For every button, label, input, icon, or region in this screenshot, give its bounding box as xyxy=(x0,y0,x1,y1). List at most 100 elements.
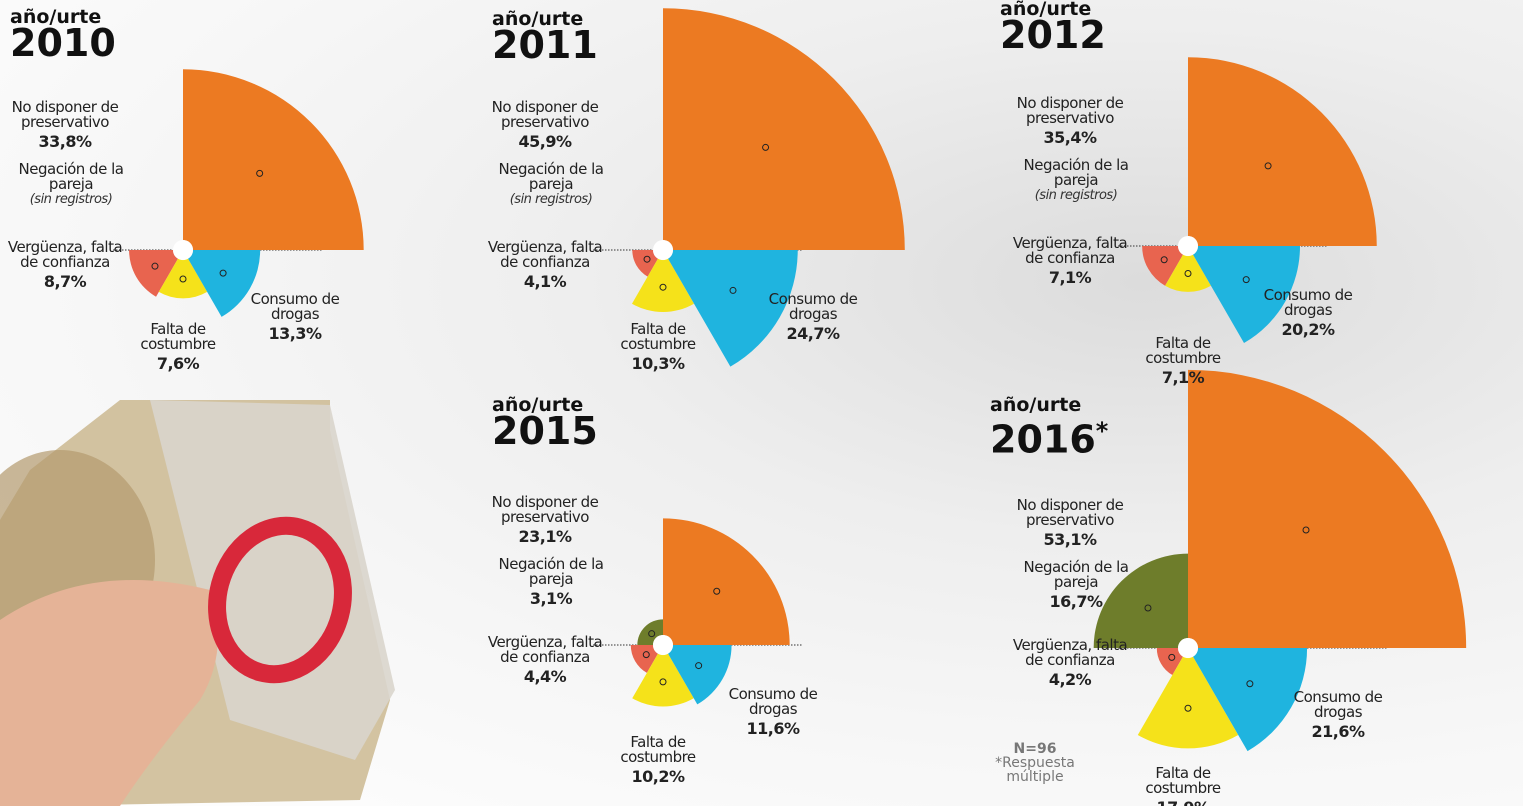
category-label: Consumo de drogas 20,2% xyxy=(1246,288,1371,337)
value-label: 3,1% xyxy=(489,591,614,606)
category-label: Negación de la pareja(sin registros) xyxy=(1014,158,1139,203)
sector xyxy=(1188,57,1377,246)
center-hole xyxy=(1178,638,1198,658)
chart-heading: año/urte2011 xyxy=(492,10,598,62)
category-label: No disponer de preservativo 53,1% xyxy=(1008,498,1133,547)
chart-year: 2012 xyxy=(1000,18,1106,52)
value-label: 7,6% xyxy=(116,356,241,371)
chart-year: 2016* xyxy=(990,414,1108,457)
category-name: Consumo de drogas xyxy=(751,292,876,322)
category-label: Vergüenza, falta de confianza 4,4% xyxy=(483,635,608,684)
category-name: Falta de costumbre xyxy=(596,735,721,765)
category-label: Consumo de drogas 21,6% xyxy=(1276,690,1401,739)
category-name: Negación de la pareja xyxy=(1014,158,1139,188)
value-label: 45,9% xyxy=(483,134,608,149)
category-label: Negación de la pareja3,1% xyxy=(489,557,614,606)
value-label: 4,1% xyxy=(483,274,608,289)
value-label: 13,3% xyxy=(233,326,358,341)
value-label: 21,6% xyxy=(1276,724,1401,739)
category-label: Negación de la pareja 16,7% xyxy=(1014,560,1139,609)
year-mark: * xyxy=(1096,417,1109,445)
value-label: 33,8% xyxy=(3,134,128,149)
photo xyxy=(0,400,395,806)
category-name: No disponer de preservativo xyxy=(1008,498,1133,528)
category-name: No disponer de preservativo xyxy=(3,100,128,130)
value-label: 20,2% xyxy=(1246,322,1371,337)
value-label: 16,7% xyxy=(1014,594,1139,609)
category-label: Vergüenza, falta de confianza 4,1% xyxy=(483,240,608,289)
category-label: Negación de la pareja(sin registros) xyxy=(489,162,614,207)
center-hole xyxy=(653,240,673,260)
category-label: Falta de costumbre 7,1% xyxy=(1121,336,1246,385)
value-label: 10,3% xyxy=(596,356,721,371)
chart-title: año/urte xyxy=(990,396,1108,414)
category-name: Falta de costumbre xyxy=(1121,766,1246,796)
no-data-note: (sin registros) xyxy=(1014,188,1139,203)
category-name: Vergüenza, falta de confianza xyxy=(483,240,608,270)
category-name: Vergüenza, falta de confianza xyxy=(483,635,608,665)
category-name: Falta de costumbre xyxy=(596,322,721,352)
category-label: No disponer de preservativo 23,1% xyxy=(483,495,608,544)
no-data-note: (sin registros) xyxy=(489,192,614,207)
footnote-text: *Respuesta múltiple xyxy=(980,756,1090,784)
category-label: Falta de costumbre 17,9% xyxy=(1121,766,1246,806)
category-label: Falta de costumbre 7,6% xyxy=(116,322,241,371)
category-label: Consumo de drogas 24,7% xyxy=(751,292,876,341)
category-label: Negación de la pareja(sin registros) xyxy=(9,162,134,207)
sample-size: N=96 xyxy=(980,742,1090,756)
category-name: Falta de costumbre xyxy=(116,322,241,352)
category-name: Vergüenza, falta de confianza xyxy=(3,240,128,270)
category-name: Negación de la pareja xyxy=(1014,560,1139,590)
category-name: Consumo de drogas xyxy=(711,687,836,717)
category-label: No disponer de preservativo 45,9% xyxy=(483,100,608,149)
value-label: 17,9% xyxy=(1121,800,1246,806)
category-label: Vergüenza, falta de confianza 8,7% xyxy=(3,240,128,289)
category-name: Consumo de drogas xyxy=(1276,690,1401,720)
footnote: N=96 *Respuesta múltiple xyxy=(980,742,1090,784)
sector xyxy=(663,518,790,645)
value-label: 10,2% xyxy=(596,769,721,784)
category-label: No disponer de preservativo 35,4% xyxy=(1008,96,1133,145)
value-label: 8,7% xyxy=(3,274,128,289)
center-hole xyxy=(1178,236,1198,256)
category-name: Consumo de drogas xyxy=(233,292,358,322)
category-label: Vergüenza, falta de confianza 7,1% xyxy=(1008,236,1133,285)
value-label: 4,4% xyxy=(483,669,608,684)
category-name: No disponer de preservativo xyxy=(483,495,608,525)
category-name: No disponer de preservativo xyxy=(1008,96,1133,126)
category-name: No disponer de preservativo xyxy=(483,100,608,130)
chart-year: 2010 xyxy=(10,26,116,60)
category-label: Consumo de drogas 13,3% xyxy=(233,292,358,341)
center-hole xyxy=(173,240,193,260)
no-data-note: (sin registros) xyxy=(9,192,134,207)
infographic: N=96 *Respuesta múltiple No disponer de … xyxy=(0,0,1523,806)
chart-year: 2015 xyxy=(492,414,598,448)
sector xyxy=(1188,370,1466,648)
category-label: Falta de costumbre 10,2% xyxy=(596,735,721,784)
category-label: Vergüenza, falta de confianza 4,2% xyxy=(1008,638,1133,687)
category-name: Falta de costumbre xyxy=(1121,336,1246,366)
category-name: Vergüenza, falta de confianza xyxy=(1008,638,1133,668)
value-label: 24,7% xyxy=(751,326,876,341)
value-label: 35,4% xyxy=(1008,130,1133,145)
center-hole xyxy=(653,635,673,655)
sector xyxy=(183,69,364,250)
category-label: Consumo de drogas 11,6% xyxy=(711,687,836,736)
value-label: 53,1% xyxy=(1008,532,1133,547)
value-label: 23,1% xyxy=(483,529,608,544)
value-label: 11,6% xyxy=(711,721,836,736)
sector xyxy=(663,8,905,250)
category-name: Vergüenza, falta de confianza xyxy=(1008,236,1133,266)
category-name: Consumo de drogas xyxy=(1246,288,1371,318)
value-label: 7,1% xyxy=(1121,370,1246,385)
value-label: 7,1% xyxy=(1008,270,1133,285)
value-label: 4,2% xyxy=(1008,672,1133,687)
category-label: No disponer de preservativo 33,8% xyxy=(3,100,128,149)
category-name: Negación de la pareja xyxy=(489,162,614,192)
category-name: Negación de la pareja xyxy=(9,162,134,192)
chart-year: 2011 xyxy=(492,28,598,62)
